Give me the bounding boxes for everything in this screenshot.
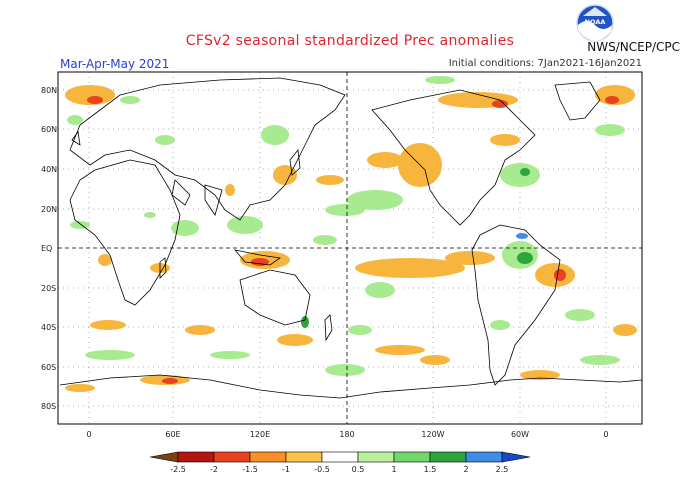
- colorbar-tick-label: 2.5: [496, 465, 509, 474]
- noaa-logo-text: NOAA: [585, 18, 606, 26]
- colorbar-tick-label: 0.5: [352, 465, 365, 474]
- lat-label: 20N: [41, 205, 57, 214]
- colorbar-tick-label: -2: [210, 465, 218, 474]
- initial-conditions-label: Initial conditions: 7Jan2021-16Jan2021: [448, 58, 642, 69]
- map-title: CFSv2 seasonal standardized Prec anomali…: [185, 33, 515, 49]
- colorbar-cell: [465, 451, 503, 463]
- lat-label: 60N: [41, 125, 57, 134]
- lat-label: 40S: [41, 323, 56, 332]
- colorbar-tick-label: -0.5: [314, 465, 330, 474]
- coastlines: [59, 77, 643, 399]
- longitude-labels: 0 60E 120E 180 120W 60W 0: [86, 430, 608, 439]
- colorbar-tick-label: 2: [463, 465, 468, 474]
- colorbar-cell: [249, 451, 287, 463]
- noaa-logo-icon: NOAA: [576, 4, 614, 42]
- colorbar-tick-label: -1.5: [242, 465, 258, 474]
- colorbar-cell: [321, 451, 359, 463]
- colorbar-cell: [429, 451, 467, 463]
- lat-label: 40N: [41, 165, 57, 174]
- colorbar-cell: [357, 451, 395, 463]
- agency-label: NWS/NCEP/CPC: [587, 40, 680, 54]
- lat-label: 60S: [41, 363, 56, 372]
- lon-label: 0: [603, 430, 608, 439]
- lon-label: 120W: [421, 430, 444, 439]
- colorbar-cell: [393, 451, 431, 463]
- latitude-labels: 80N 60N 40N 20N EQ 20S 40S 60S 80S: [41, 86, 57, 411]
- colorbar-tick-label: 1: [391, 465, 396, 474]
- lat-label: 80N: [41, 86, 57, 95]
- lat-label: 20S: [41, 284, 56, 293]
- colorbar-tick-label: 1.5: [424, 465, 437, 474]
- lat-label: EQ: [41, 244, 52, 253]
- lat-label: 80S: [41, 402, 56, 411]
- colorbar-tick-label: -2.5: [170, 465, 186, 474]
- colorbar-cell: [213, 451, 251, 463]
- anomaly-shading: [65, 76, 637, 392]
- lon-label: 180: [339, 430, 354, 439]
- colorbar-cell: [149, 451, 179, 463]
- colorbar-cell: [285, 451, 323, 463]
- lon-label: 60W: [511, 430, 529, 439]
- lon-label: 120E: [250, 430, 270, 439]
- lon-label: 0: [86, 430, 91, 439]
- colorbar-tick-label: -1: [282, 465, 290, 474]
- colorbar-cell: [177, 451, 215, 463]
- colorbar-cell: [501, 451, 531, 463]
- season-label: Mar-Apr-May 2021: [60, 57, 170, 71]
- lon-label: 60E: [165, 430, 180, 439]
